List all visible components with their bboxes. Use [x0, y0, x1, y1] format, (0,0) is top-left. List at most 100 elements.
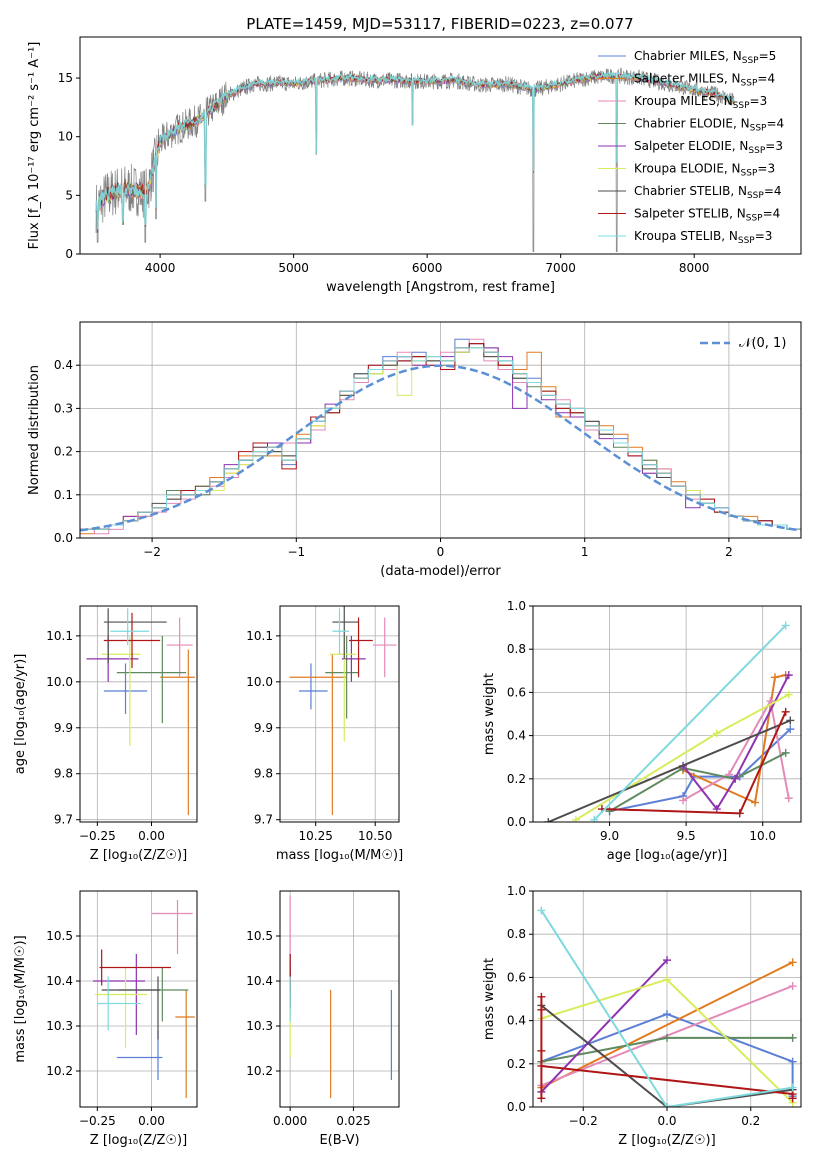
weight-series-chabrier-stelib	[544, 716, 795, 822]
axes-frame	[79, 605, 198, 823]
errorbar-kroupa-stelib	[110, 608, 150, 646]
y-tick-label: 0.2	[54, 445, 73, 459]
x-axis-label: (data-model)/error	[380, 564, 501, 579]
weight-marker-salpeter-stelib	[788, 1094, 797, 1103]
weight-marker-kroupa-stelib	[537, 906, 546, 915]
y-axis-label: age [log₁₀(age/yr)]	[13, 654, 28, 775]
errorbar-kroupa-miles	[151, 900, 193, 954]
x-tick-label: 0.2	[741, 1114, 760, 1128]
x-tick-label: 8000	[679, 261, 710, 275]
y-tick-label: 9.8	[254, 767, 273, 781]
weight-marker-kroupa-stelib	[590, 815, 599, 822]
weight-marker-salpeter-miles	[751, 798, 760, 807]
y-tick-label: 10.3	[46, 1019, 73, 1033]
x-axis-label: mass [log₁₀(M/M☉)]	[276, 848, 403, 863]
y-tick-label: 10.0	[246, 675, 273, 689]
errorbar-kroupa-miles	[166, 617, 193, 678]
y-tick-label: 0.4	[507, 1014, 526, 1028]
axes-frame	[279, 605, 400, 823]
x-tick-label: 0.00	[138, 829, 165, 843]
y-tick-label: 10.2	[246, 1064, 273, 1078]
plot-area	[86, 608, 195, 816]
x-tick-label: 6000	[412, 261, 443, 275]
errorbar-salpeter-stelib	[99, 949, 171, 986]
weight-marker-salpeter-elodie	[731, 774, 740, 783]
weight-line-salpeter-stelib	[601, 711, 787, 815]
y-tick-label: 0.2	[507, 1057, 526, 1071]
x-axis-label: Z [log₁₀(Z/Z☉)]	[90, 1133, 187, 1148]
errorbar-chabrier-stelib	[103, 608, 167, 664]
y-axis-label: mass weight	[482, 673, 497, 755]
axes-frame	[532, 605, 802, 823]
errorbar-chabrier-miles	[103, 663, 148, 714]
age-vs-metallicity-panel: −0.25 0.00 9.7 9.8 9.9 10.0 10.1 Z [log₁₀(Z/Z☉)…	[13, 605, 198, 863]
y-tick-label: 0.4	[507, 729, 526, 743]
weight-marker-kroupa-stelib	[788, 1083, 797, 1092]
y-tick-label: 10.0	[46, 675, 73, 689]
x-tick-label: 0	[437, 545, 445, 559]
errorbar-salpeter-elodie	[341, 635, 366, 682]
x-tick-label: −2	[143, 545, 161, 559]
weight-marker-kroupa-elodie	[571, 815, 580, 822]
y-tick-label: 0.6	[507, 970, 526, 984]
errorbar-kroupa-miles	[372, 617, 397, 678]
x-tick-label: 7000	[545, 261, 576, 275]
weight-marker-salpeter-stelib	[537, 992, 546, 1001]
errorbar-kroupa-elodie	[95, 967, 148, 1049]
residuals-histogram-panel: −2 −1 0 1 2 0.0 0.1 0.2 0.3 0.4 (data-model)/error…	[27, 321, 802, 579]
weight-series-salpeter-stelib	[537, 992, 797, 1103]
y-tick-label: 5	[65, 188, 73, 202]
y-tick-label: 10.5	[46, 929, 73, 943]
weight-marker-salpeter-stelib	[537, 1046, 546, 1055]
y-tick-label: 0.6	[507, 685, 526, 699]
weight-marker-chabrier-miles	[663, 1010, 671, 1019]
x-tick-label: −0.25	[79, 1114, 116, 1128]
y-tick-label: 10	[58, 130, 73, 144]
legend-label-kroupa-miles: Kroupa MILES, NSSP=3	[634, 94, 767, 111]
legend-label-chabrier-stelib: Chabrier STELIB, NSSP=4	[634, 184, 782, 201]
mass-vs-ebv-panel: 0.000 0.025 10.2 10.3 10.4 10.5 E(B-V)	[246, 890, 400, 1148]
weight-marker-kroupa-stelib	[781, 621, 790, 630]
y-tick-label: 10.1	[246, 629, 273, 643]
weight-line-chabrier-stelib	[540, 1004, 793, 1107]
y-axis-label: mass [log₁₀(M/M☉)]	[13, 935, 28, 1062]
weight-marker-chabrier-elodie	[788, 1033, 797, 1042]
errorbar-salpeter-miles	[175, 990, 195, 1098]
x-tick-label: 9.0	[600, 829, 619, 843]
plot-area	[544, 621, 795, 822]
y-tick-label: 15	[58, 71, 73, 85]
weight-line-chabrier-miles	[609, 728, 791, 813]
legend-label-salpeter-miles: Salpeter MILES, NSSP=4	[634, 72, 775, 89]
weight-marker-kroupa-elodie	[663, 975, 671, 984]
plot-area	[95, 67, 735, 253]
x-axis-label: Z [log₁₀(Z/Z☉)]	[618, 1133, 715, 1148]
y-tick-label: 10.4	[246, 974, 273, 988]
x-tick-label: −0.2	[569, 1114, 598, 1128]
y-axis-label: mass weight	[482, 958, 497, 1040]
errorbar-chabrier-miles	[116, 1030, 163, 1080]
mass-vs-metallicity-panel: −0.25 0.00 10.2 10.3 10.4 10.5 Z [log₁₀(Z/Z☉)]…	[13, 890, 198, 1148]
y-tick-label: 0.0	[54, 531, 73, 545]
weight-marker-salpeter-miles	[770, 673, 779, 682]
legend-label-kroupa-elodie: Kroupa ELODIE, NSSP=3	[634, 162, 775, 179]
weight-marker-kroupa-elodie	[784, 690, 793, 699]
x-axis-label: E(B-V)	[319, 1133, 359, 1148]
axes-frame	[79, 890, 198, 1108]
y-tick-label: 0.8	[507, 642, 526, 656]
x-tick-label: 10.50	[358, 829, 392, 843]
axes-frame	[79, 321, 802, 539]
axes-frame	[532, 890, 802, 1108]
weight-line-kroupa-stelib	[593, 624, 787, 821]
plot-area	[289, 606, 397, 816]
y-axis-label: Flux [f_λ 10⁻¹⁷ erg cm⁻² s⁻¹ A⁻¹]	[27, 42, 42, 250]
weight-series-salpeter-elodie	[679, 671, 793, 814]
x-axis-label: age [log₁₀(age/yr)]	[607, 848, 728, 863]
x-tick-label: 10.25	[299, 829, 333, 843]
errorbar-kroupa-stelib	[97, 976, 141, 1031]
y-axis-label: Normed distribution	[27, 365, 42, 495]
weight-marker-salpeter-elodie	[663, 956, 671, 965]
axes-frame	[279, 890, 400, 1108]
x-tick-label: −0.25	[79, 829, 116, 843]
plot-area	[289, 895, 393, 1098]
errorbar-salpeter-stelib	[103, 612, 161, 669]
